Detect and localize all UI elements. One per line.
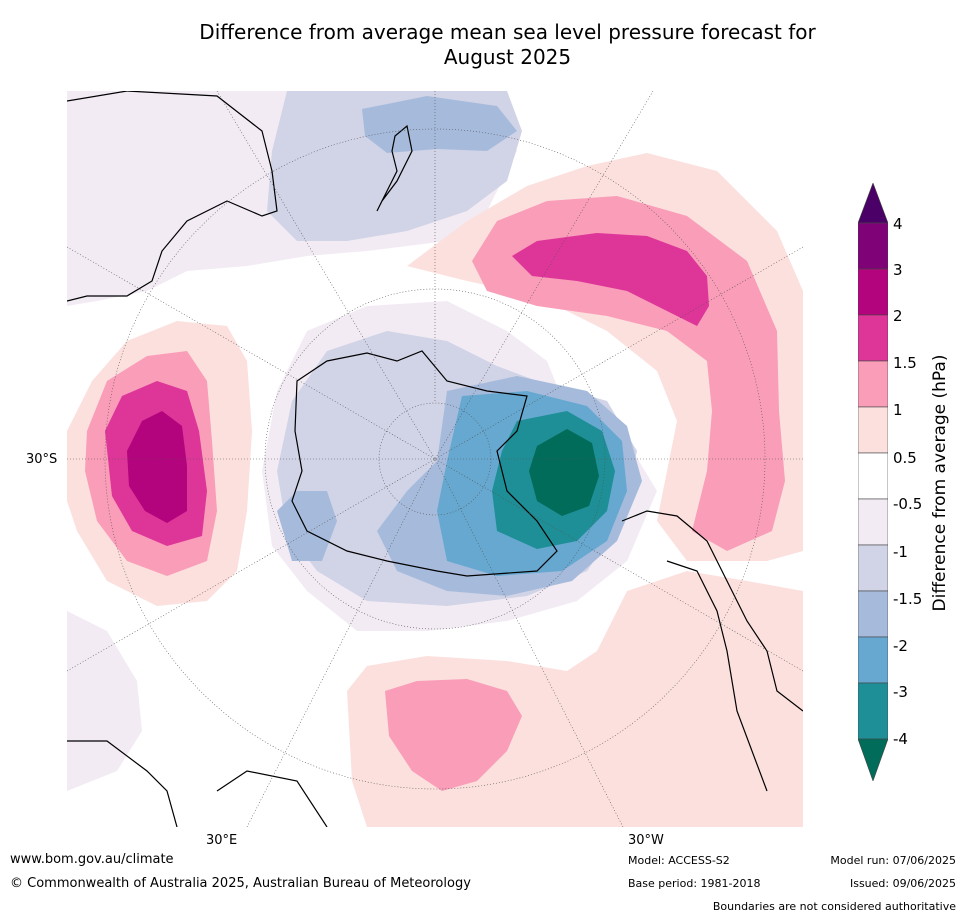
- colorbar-bin-neg-1.5-2: [858, 590, 888, 638]
- colorbar: [858, 183, 888, 781]
- footer-model: Model: ACCESS-S2: [628, 854, 730, 867]
- footer-url: www.bom.gov.au/climate: [10, 852, 174, 867]
- colorbar-extend-min: [858, 738, 888, 781]
- footer-base-period: Base period: 1981-2018: [628, 877, 761, 890]
- coastline-antarctica: [291, 350, 558, 577]
- colorbar-bin-2-3: [858, 268, 888, 316]
- colorbar-tick: 0.5: [893, 449, 917, 467]
- coastline-south-america-2: [666, 560, 768, 792]
- colorbar-tick: -0.5: [893, 495, 923, 513]
- colorbar-bin-1-1.5: [858, 360, 888, 408]
- coastline-south-america: [621, 510, 803, 712]
- colorbar-tick: 1: [893, 401, 903, 419]
- colorbar-bin-neg-0.5-1: [858, 498, 888, 546]
- colorbar-extend-max: [858, 183, 888, 224]
- anomaly-area-neg-southwest: [67, 611, 142, 791]
- colorbar-bin-0.5-1: [858, 406, 888, 454]
- anomaly-area-neg-small-west: [277, 491, 337, 561]
- footer-disclaimer: Boundaries are not considered authoritat…: [712, 900, 956, 913]
- lat-label-30s: 30°S: [26, 452, 58, 467]
- colorbar-tick: -2: [893, 637, 908, 655]
- anomaly-area-neg-antarctic-core: [529, 429, 599, 516]
- map-area: [67, 91, 803, 827]
- footer-issued: Issued: 09/06/2025: [849, 877, 956, 890]
- anomaly-map: [67, 91, 803, 827]
- colorbar-bin-neg-3-4: [858, 682, 888, 740]
- map-title: Difference from average mean sea level p…: [100, 20, 915, 70]
- coastline-africa-2: [216, 770, 328, 827]
- colorbar-tick: -3: [893, 683, 908, 701]
- colorbar-tick: 4: [893, 215, 903, 233]
- colorbar-tick: -1: [893, 543, 908, 561]
- colorbar-tick: -4: [893, 730, 908, 748]
- coastline-africa: [67, 740, 178, 827]
- colorbar-bin-neutral: [858, 452, 888, 500]
- colorbar-bin-1.5-2: [858, 314, 888, 362]
- anomaly-area-pos-south-core: [385, 679, 522, 791]
- title-line-2: August 2025: [443, 45, 572, 69]
- colorbar-tick: 2: [893, 307, 903, 325]
- colorbar-tick: 1.5: [893, 354, 917, 372]
- anomaly-area-pos-pacific-core: [512, 233, 709, 326]
- footer-copyright: © Commonwealth of Australia 2025, Austra…: [10, 876, 471, 891]
- footer-model-run: Model run: 07/06/2025: [830, 854, 956, 867]
- anomaly-area-neg-tasman-core: [362, 96, 517, 153]
- graticule: [67, 91, 803, 827]
- anomaly-area-pos-atlantic-peak: [127, 411, 187, 523]
- colorbar-bin-3-4: [858, 222, 888, 270]
- coastlines: [67, 91, 803, 827]
- colorbar-tick: -1.5: [893, 590, 923, 608]
- colorbar-title: Difference from average (hPa): [930, 354, 950, 612]
- lon-label-30w: 30°W: [628, 833, 664, 848]
- title-line-1: Difference from average mean sea level p…: [199, 20, 816, 44]
- colorbar-bin-neg-2-3: [858, 636, 888, 684]
- coastline-australia: [67, 91, 278, 302]
- lon-label-30e: 30°E: [206, 833, 238, 848]
- coastline-new-zealand: [376, 124, 413, 212]
- colorbar-tick: 3: [893, 261, 903, 279]
- colorbar-bin-neg-1-1.5: [858, 544, 888, 592]
